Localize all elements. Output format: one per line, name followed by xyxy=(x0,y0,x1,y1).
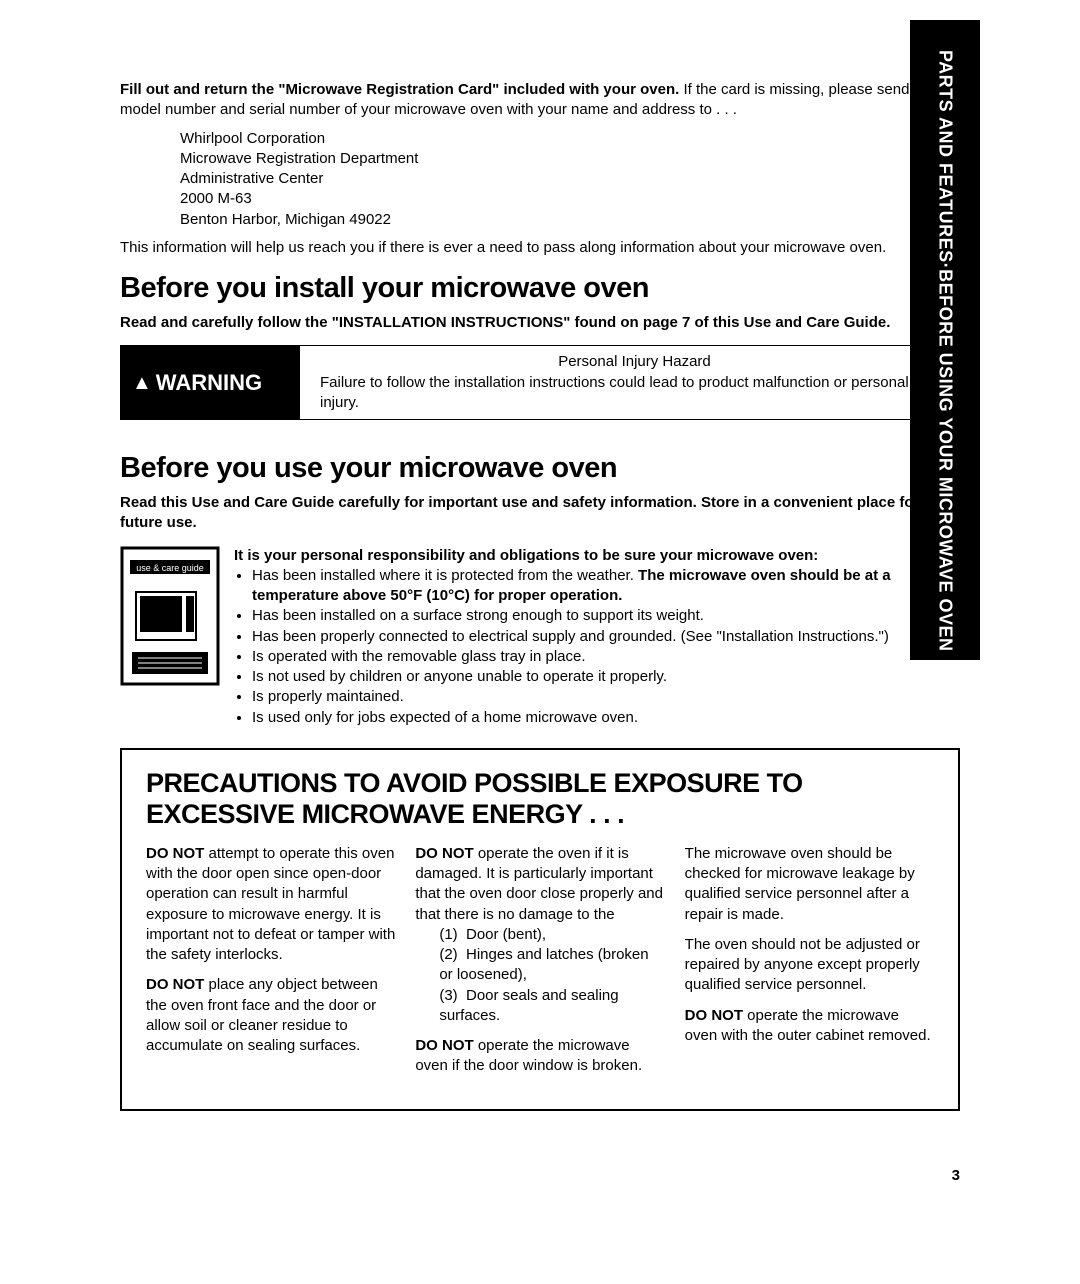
precautions-col-3: The microwave oven should be checked for… xyxy=(685,844,934,1087)
precaution-paragraph: The oven should not be adjusted or repai… xyxy=(685,935,934,996)
use-subhead: Read this Use and Care Guide carefully f… xyxy=(120,493,960,534)
warning-body: Failure to follow the installation instr… xyxy=(320,373,949,414)
warning-triangle-icon: ▲ xyxy=(132,373,152,393)
precaution-paragraph: DO NOT operate the microwave oven with t… xyxy=(685,1006,934,1047)
heading-before-install: Before you install your microwave oven xyxy=(120,272,960,305)
responsibility-item: Has been installed where it is protected… xyxy=(252,566,960,607)
address-line: Benton Harbor, Michigan 49022 xyxy=(180,210,960,230)
precaution-paragraph: DO NOT place any object between the oven… xyxy=(146,975,395,1056)
address-line: Whirlpool Corporation xyxy=(180,129,960,149)
warning-box: ▲WARNING xyxy=(120,346,300,420)
precautions-col-1: DO NOT attempt to operate this oven with… xyxy=(146,844,395,1087)
precautions-col-2: DO NOT operate the oven if it is damaged… xyxy=(415,844,664,1087)
address-line: Administrative Center xyxy=(180,169,960,189)
responsibility-list: Has been installed where it is protected… xyxy=(234,566,960,728)
precautions-box: PRECAUTIONS TO AVOID POSSIBLE EXPOSURE T… xyxy=(120,748,960,1111)
responsibility-item: Is not used by children or anyone unable… xyxy=(252,667,960,687)
list-item: (3) Door seals and sealing surfaces. xyxy=(439,986,664,1027)
list-item: (1) Door (bent), xyxy=(439,925,664,945)
install-subhead: Read and carefully follow the "INSTALLAT… xyxy=(120,313,960,333)
intro-paragraph: Fill out and return the "Microwave Regis… xyxy=(120,80,960,121)
precautions-columns: DO NOT attempt to operate this oven with… xyxy=(146,844,934,1087)
side-tab: PARTS AND FEATURES·BEFORE USING YOUR MIC… xyxy=(910,20,980,660)
precaution-numbered-list: (1) Door (bent), (2) Hinges and latches … xyxy=(415,925,664,1026)
use-subhead-text: Read this Use and Care Guide carefully f… xyxy=(120,494,919,531)
list-item: (2) Hinges and latches (broken or loosen… xyxy=(439,945,664,986)
responsibility-item: Is operated with the removable glass tra… xyxy=(252,647,960,667)
precaution-paragraph: DO NOT attempt to operate this oven with… xyxy=(146,844,395,966)
precautions-heading: PRECAUTIONS TO AVOID POSSIBLE EXPOSURE T… xyxy=(146,768,934,830)
install-subhead-text: Read and carefully follow the "INSTALLAT… xyxy=(120,314,890,331)
page-number: 3 xyxy=(952,1167,960,1184)
warning-text: Personal Injury Hazard Failure to follow… xyxy=(300,346,960,420)
intro-followup: This information will help us reach you … xyxy=(120,238,960,258)
responsibility-item: Is properly maintained. xyxy=(252,687,960,707)
warning-row: ▲WARNING Personal Injury Hazard Failure … xyxy=(120,345,960,420)
responsibility-content: It is your personal responsibility and o… xyxy=(234,546,960,728)
responsibility-item: Is used only for jobs expected of a home… xyxy=(252,708,960,728)
precaution-paragraph: DO NOT operate the microwave oven if the… xyxy=(415,1036,664,1077)
booklet-icon: use & care guide xyxy=(120,546,220,686)
address-block: Whirlpool Corporation Microwave Registra… xyxy=(180,129,960,230)
booklet-label-text: use & care guide xyxy=(136,563,204,573)
warning-title: Personal Injury Hazard xyxy=(320,352,949,372)
precaution-paragraph: The microwave oven should be checked for… xyxy=(685,844,934,925)
responsibility-lead: It is your personal responsibility and o… xyxy=(234,546,960,566)
address-line: Microwave Registration Department xyxy=(180,149,960,169)
precaution-paragraph: DO NOT operate the oven if it is damaged… xyxy=(415,844,664,925)
responsibility-item: Has been properly connected to electrica… xyxy=(252,627,960,647)
warning-label: WARNING xyxy=(156,370,262,396)
heading-before-use: Before you use your microwave oven xyxy=(120,452,960,485)
responsibility-row: use & care guide It is your personal res… xyxy=(120,546,960,728)
intro-bold-lead: Fill out and return the "Microwave Regis… xyxy=(120,81,679,98)
address-line: 2000 M-63 xyxy=(180,189,960,209)
side-tab-text: PARTS AND FEATURES·BEFORE USING YOUR MIC… xyxy=(935,50,956,652)
page-container: PARTS AND FEATURES·BEFORE USING YOUR MIC… xyxy=(0,0,1080,1284)
responsibility-item: Has been installed on a surface strong e… xyxy=(252,606,960,626)
